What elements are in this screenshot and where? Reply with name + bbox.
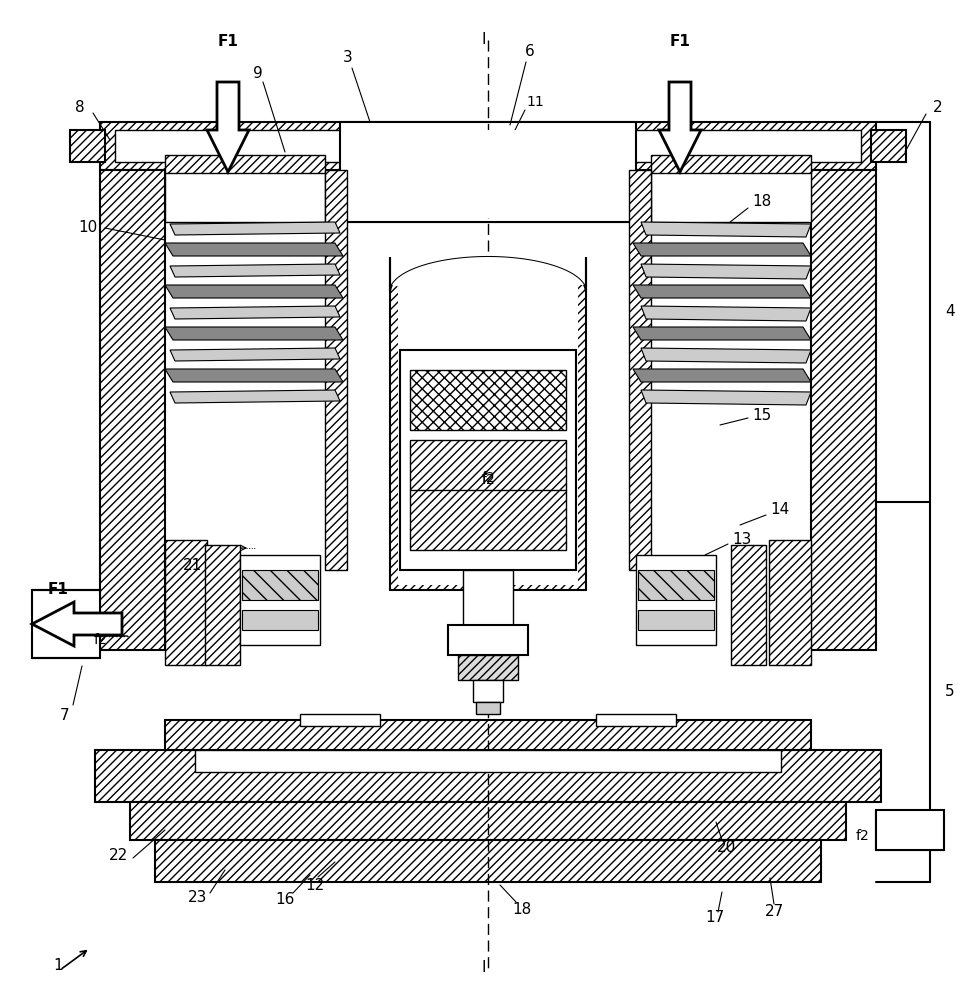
- Bar: [115, 130, 861, 162]
- Bar: [340, 122, 636, 222]
- Bar: [876, 810, 944, 850]
- Bar: [458, 655, 518, 680]
- Text: 1: 1: [53, 958, 62, 972]
- Bar: [165, 170, 325, 222]
- Polygon shape: [633, 243, 811, 256]
- Text: 13: 13: [732, 532, 752, 548]
- Text: I: I: [482, 960, 486, 976]
- Text: 14: 14: [770, 502, 790, 518]
- Text: 3: 3: [344, 50, 353, 66]
- Text: 15: 15: [752, 408, 772, 422]
- Polygon shape: [641, 264, 811, 279]
- Bar: [95, 750, 881, 802]
- Text: 5: 5: [945, 684, 955, 700]
- Polygon shape: [170, 306, 340, 319]
- Polygon shape: [633, 285, 811, 298]
- Bar: [205, 545, 240, 665]
- Bar: [155, 840, 821, 882]
- Text: 20: 20: [716, 840, 736, 856]
- Bar: [811, 170, 876, 650]
- Text: 8: 8: [75, 101, 85, 115]
- Polygon shape: [659, 82, 701, 172]
- Polygon shape: [641, 306, 811, 321]
- Polygon shape: [641, 390, 811, 405]
- Bar: [596, 714, 676, 726]
- Bar: [638, 610, 714, 630]
- Text: f2: f2: [481, 473, 495, 487]
- Bar: [165, 540, 207, 665]
- Bar: [242, 610, 318, 630]
- Bar: [476, 702, 500, 714]
- Polygon shape: [170, 348, 340, 361]
- Bar: [350, 130, 626, 218]
- Bar: [448, 625, 528, 655]
- Bar: [165, 720, 811, 750]
- Polygon shape: [170, 390, 340, 403]
- Bar: [325, 170, 347, 570]
- Text: 16: 16: [275, 892, 295, 908]
- Bar: [651, 170, 811, 222]
- Bar: [629, 170, 651, 570]
- Text: 18: 18: [752, 194, 772, 210]
- Polygon shape: [32, 602, 122, 646]
- Text: I: I: [482, 32, 486, 47]
- Text: 7: 7: [61, 708, 70, 722]
- Bar: [638, 570, 714, 600]
- Text: f2: f2: [93, 633, 107, 647]
- Polygon shape: [170, 222, 340, 235]
- Bar: [410, 370, 566, 430]
- Polygon shape: [165, 243, 343, 256]
- Bar: [100, 122, 876, 170]
- Bar: [242, 570, 318, 600]
- Bar: [400, 350, 576, 570]
- Bar: [769, 540, 811, 665]
- Text: 10: 10: [78, 221, 98, 235]
- Bar: [463, 570, 513, 625]
- Polygon shape: [390, 257, 586, 590]
- Text: 21: 21: [183, 558, 203, 572]
- Text: 12: 12: [305, 878, 325, 892]
- Polygon shape: [170, 264, 340, 277]
- Text: F1: F1: [218, 34, 238, 49]
- Text: f2: f2: [481, 471, 495, 485]
- Bar: [871, 130, 906, 162]
- Bar: [240, 555, 320, 645]
- Polygon shape: [165, 285, 343, 298]
- Text: 2: 2: [933, 101, 943, 115]
- Text: 6: 6: [525, 44, 535, 60]
- Text: f2: f2: [855, 829, 869, 843]
- Bar: [100, 170, 165, 650]
- Polygon shape: [392, 257, 584, 585]
- Text: 17: 17: [706, 910, 724, 926]
- Polygon shape: [207, 82, 249, 172]
- Text: 18: 18: [512, 902, 532, 918]
- Text: 11: 11: [526, 95, 544, 109]
- Bar: [300, 714, 380, 726]
- Polygon shape: [633, 327, 811, 340]
- Text: 4: 4: [945, 304, 955, 320]
- Text: F1: F1: [48, 582, 68, 597]
- Polygon shape: [641, 222, 811, 237]
- Polygon shape: [641, 348, 811, 363]
- Bar: [410, 440, 566, 550]
- Text: 22: 22: [108, 848, 128, 862]
- Text: 23: 23: [188, 890, 208, 906]
- Bar: [195, 750, 781, 772]
- Polygon shape: [165, 369, 343, 382]
- Text: 27: 27: [765, 904, 785, 920]
- Bar: [70, 130, 105, 162]
- Polygon shape: [165, 327, 343, 340]
- Bar: [636, 555, 716, 645]
- Bar: [651, 155, 811, 173]
- Bar: [340, 170, 636, 222]
- Bar: [473, 680, 503, 702]
- Bar: [130, 802, 846, 840]
- Polygon shape: [633, 369, 811, 382]
- Text: F1: F1: [670, 34, 690, 49]
- Bar: [32, 590, 100, 658]
- Bar: [165, 155, 325, 173]
- Bar: [731, 545, 766, 665]
- Text: 9: 9: [253, 66, 263, 82]
